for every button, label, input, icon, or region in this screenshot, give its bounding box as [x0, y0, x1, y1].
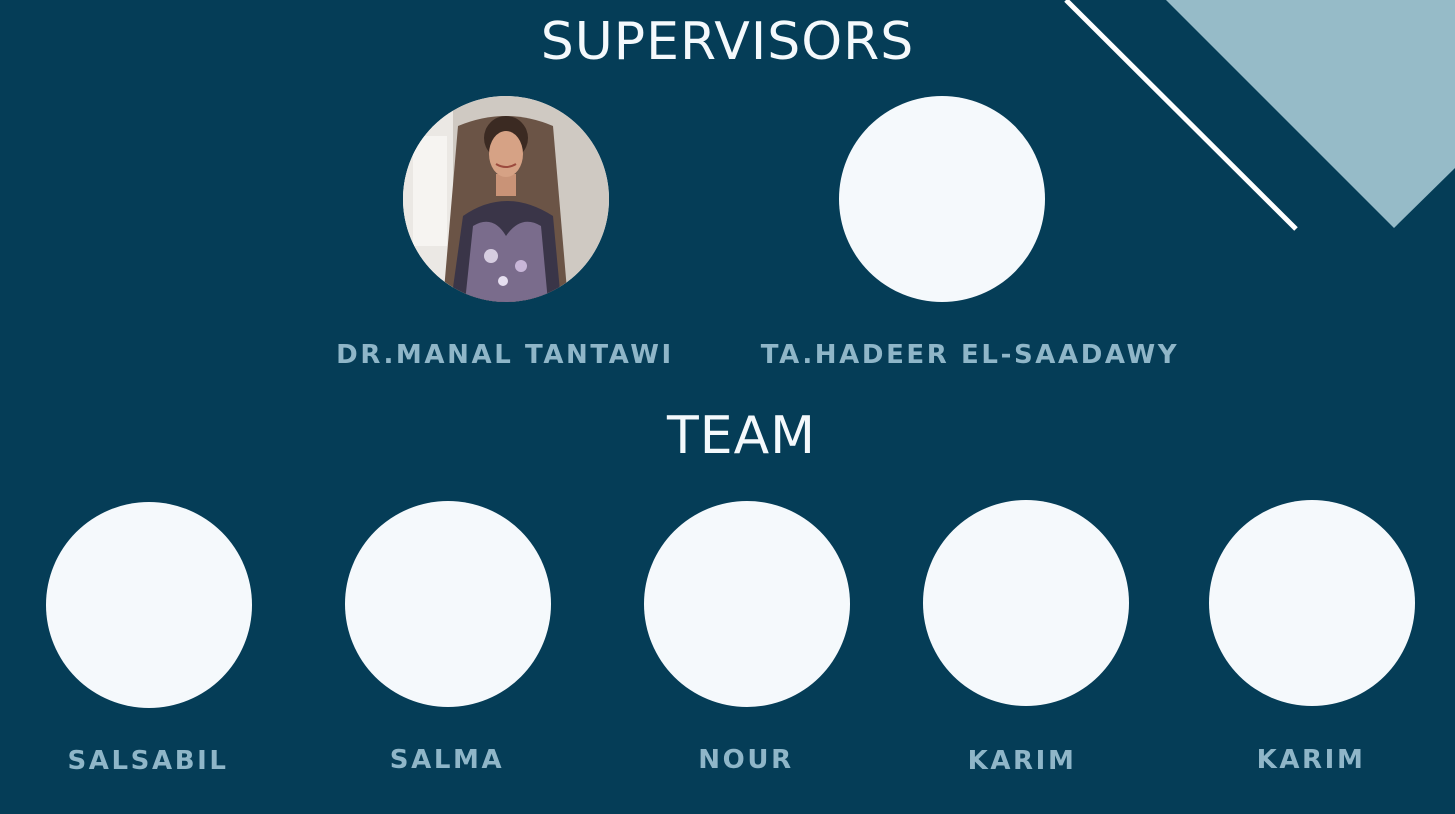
supervisor-name: DR.MANAL TANTAWI: [336, 340, 674, 370]
team-member-photo: [923, 500, 1129, 706]
team-member-photo: [644, 501, 850, 707]
team-member-name: KARIM: [1256, 745, 1366, 775]
team-member-photo: [1209, 500, 1415, 706]
portrait-image: [403, 96, 609, 302]
team-member-name: SALMA: [389, 745, 505, 775]
team-title: TEAM: [666, 406, 817, 466]
team-member-name: NOUR: [698, 745, 794, 775]
corner-diagonal-line: [1064, 0, 1298, 231]
corner-triangle: [1166, 0, 1455, 228]
supervisor-photo-manal-tantawi: [403, 96, 609, 302]
supervisors-title: SUPERVISORS: [540, 12, 915, 72]
supervisor-photo-placeholder: [839, 96, 1045, 302]
team-member-name: KARIM: [967, 746, 1077, 776]
team-member-photo: [46, 502, 252, 708]
team-member-name: SALSABIL: [67, 746, 229, 776]
team-member-photo: [345, 501, 551, 707]
supervisor-name: TA.HADEER EL-SAADAWY: [760, 340, 1180, 370]
